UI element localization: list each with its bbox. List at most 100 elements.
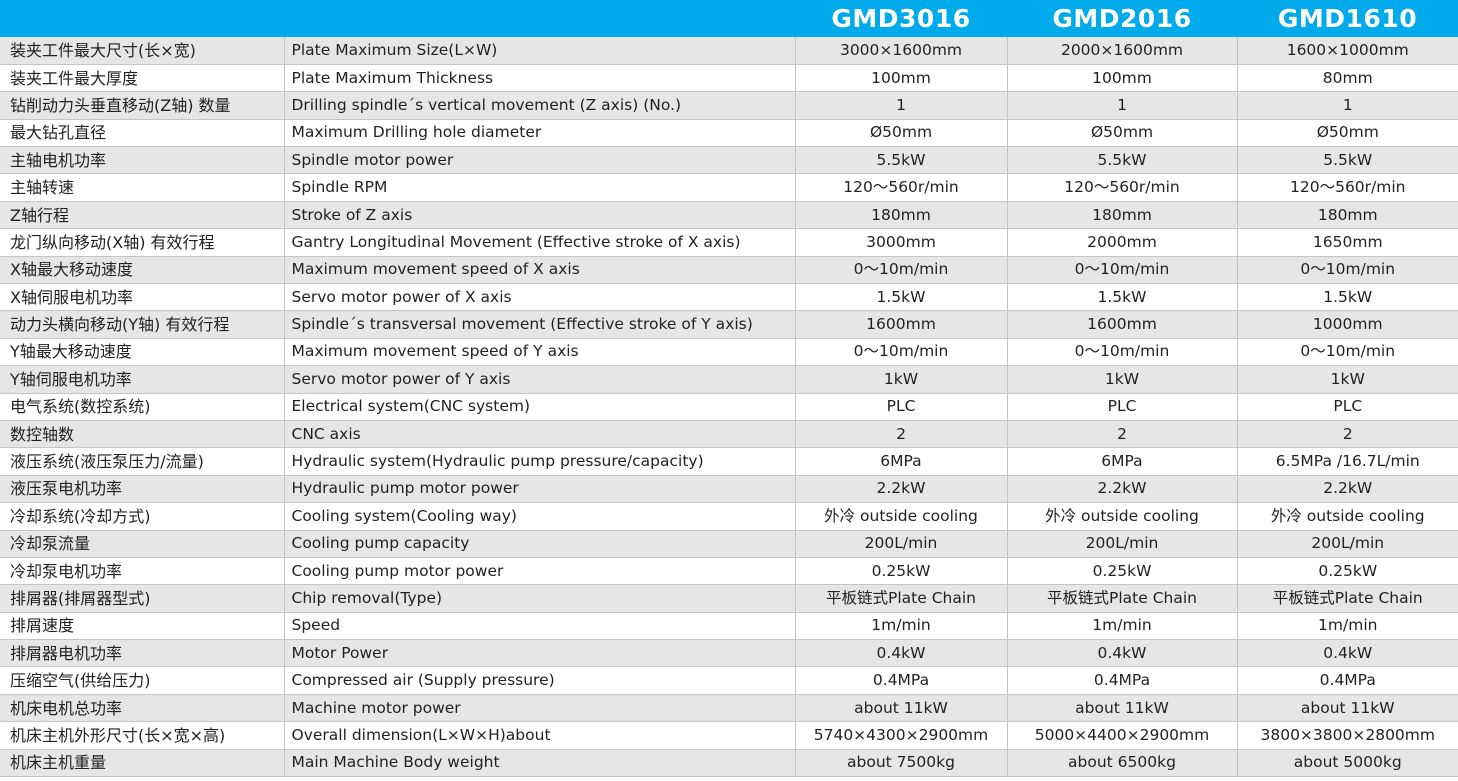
param-value: 0.25kW (795, 557, 1008, 586)
param-name-cn: 机床主机外形尺寸(长×宽×高) (0, 721, 285, 750)
model-header: GMD1610 (1277, 4, 1418, 33)
param-value: 1 (1007, 91, 1238, 120)
param-name-cn: 数控轴数 (0, 420, 285, 449)
param-name-en: Plate Maximum Size(L×W) (284, 37, 796, 65)
table-row: 机床主机重量 Main Machine Body weight about 7500… (0, 749, 1458, 778)
table-row: 最大钻孔直径 Maximum Drilling hole diameter Ø50m… (0, 119, 1458, 148)
param-value: 0～10m/min (1007, 256, 1238, 285)
param-name-en: Servo motor power of Y axis (284, 365, 796, 394)
param-value: about 7500kg (795, 749, 1008, 778)
table-row: 排屑器(排屑器型式) Chip removal(Type) 平板链式Plate Ch… (0, 584, 1458, 613)
param-value: 2000mm (1007, 228, 1238, 257)
table-row: 排屑速度 Speed 1m/min 1m/min 1m/min (0, 612, 1458, 641)
param-value: about 11kW (1237, 694, 1458, 723)
param-value: 3800×3800×2800mm (1237, 721, 1458, 750)
param-value: 180mm (1007, 201, 1238, 230)
param-value: 1600×1000mm (1237, 37, 1458, 65)
param-value: 1.5kW (1237, 283, 1458, 312)
param-value: 3000mm (795, 228, 1008, 257)
param-name-en: Gantry Longitudinal Movement (Effective … (284, 228, 796, 257)
param-name-en: Spindle RPM (284, 173, 796, 202)
model-header: GMD2016 (1052, 4, 1192, 33)
param-value: 0.4kW (795, 639, 1008, 668)
param-value: 5000×4400×2900mm (1007, 721, 1238, 750)
param-name-cn: Y轴最大移动速度 (0, 338, 285, 367)
param-value: 200L/min (795, 530, 1008, 558)
param-name-en: Drilling spindle´s vertical movement (Z … (284, 91, 796, 120)
param-name-en: Maximum Drilling hole diameter (284, 119, 796, 148)
param-name-cn: Y轴伺服电机功率 (0, 365, 285, 394)
table-row: 数控轴数 CNC axis 2 2 2 (0, 420, 1458, 449)
param-name-cn: 排屑器电机功率 (0, 639, 285, 668)
table-row: 冷却泵流量 Cooling pump capacity 200L/min 200L/m… (0, 530, 1458, 558)
param-value: 1 (1237, 91, 1458, 120)
param-name-en: Servo motor power of X axis (284, 283, 796, 312)
param-name-cn: 最大钻孔直径 (0, 119, 285, 148)
table-row: Y轴伺服电机功率 Servo motor power of Y axis 1kW 1k… (0, 365, 1458, 394)
param-value: 1m/min (1007, 612, 1238, 641)
param-value: 120～560r/min (795, 173, 1008, 202)
param-value: 180mm (795, 201, 1008, 230)
table-row: X轴最大移动速度 Maximum movement speed of X axis… (0, 256, 1458, 285)
param-value: 0.4kW (1007, 639, 1238, 668)
table-row: Y轴最大移动速度 Maximum movement speed of Y axis… (0, 338, 1458, 367)
param-value: 2.2kW (1237, 475, 1458, 504)
param-name-cn: X轴伺服电机功率 (0, 283, 285, 312)
param-value: 2 (795, 420, 1008, 449)
param-value: 2 (1007, 420, 1238, 449)
param-name-cn: 钻削动力头垂直移动(Z轴) 数量 (0, 91, 285, 120)
param-value: 1kW (795, 365, 1008, 394)
param-name-en: Chip removal(Type) (284, 584, 796, 613)
param-name-en: Hydraulic system(Hydraulic pump pressure… (284, 447, 796, 476)
table-row: 电气系统(数控系统) Electrical system(CNC system) P… (0, 393, 1458, 421)
param-name-cn: 机床主机重量 (0, 749, 285, 778)
param-name-cn: 装夹工件最大厚度 (0, 64, 285, 93)
param-value: PLC (1007, 393, 1238, 421)
param-name-en: Hydraulic pump motor power (284, 475, 796, 504)
param-name-cn: 电气系统(数控系统) (0, 393, 285, 421)
param-value: 1kW (1237, 365, 1458, 394)
param-name-cn: 龙门纵向移动(X轴) 有效行程 (0, 228, 285, 257)
param-name-cn: X轴最大移动速度 (0, 256, 285, 285)
param-name-en: Motor Power (284, 639, 796, 668)
param-name-en: Cooling pump motor power (284, 557, 796, 586)
param-name-cn: 动力头横向移动(Y轴) 有效行程 (0, 310, 285, 339)
param-value: about 6500kg (1007, 749, 1238, 778)
table-row: 机床主机外形尺寸(长×宽×高) Overall dimension(L×W×H)a… (0, 721, 1458, 750)
table-row: 冷却泵电机功率 Cooling pump motor power 0.25kW 0.2… (0, 557, 1458, 586)
param-name-cn: 冷却泵流量 (0, 530, 285, 558)
param-name-en: Plate Maximum Thickness (284, 64, 796, 93)
param-value: PLC (795, 393, 1008, 421)
param-value: 5.5kW (1007, 146, 1238, 175)
param-name-en: Speed (284, 612, 796, 641)
param-value: 3000×1600mm (795, 37, 1008, 65)
param-name-en: Stroke of Z axis (284, 201, 796, 230)
param-name-en: Spindle´s transversal movement (Effectiv… (284, 310, 796, 339)
table-row: 装夹工件最大厚度 Plate Maximum Thickness 100mm 100m… (0, 64, 1458, 93)
param-value: 120～560r/min (1237, 173, 1458, 202)
param-value: 0～10m/min (795, 338, 1008, 367)
param-value: 200L/min (1237, 530, 1458, 558)
param-value: 80mm (1237, 64, 1458, 93)
table-row: 装夹工件最大尺寸(长×宽) Plate Maximum Size(L×W) 3000… (0, 37, 1458, 65)
param-name-en: Spindle motor power (284, 146, 796, 175)
param-value: 2.2kW (1007, 475, 1238, 504)
param-value: 0.25kW (1237, 557, 1458, 586)
param-name-en: Main Machine Body weight (284, 749, 796, 778)
param-name-en: CNC axis (284, 420, 796, 449)
param-name-cn: 冷却系统(冷却方式) (0, 502, 285, 531)
param-value: 1000mm (1237, 310, 1458, 339)
param-value: 外冷 outside cooling (795, 502, 1008, 531)
param-name-cn: 机床电机总功率 (0, 694, 285, 723)
param-value: 1600mm (795, 310, 1008, 339)
param-value: 200L/min (1007, 530, 1238, 558)
param-value: 平板链式Plate Chain (1007, 584, 1238, 613)
param-value: about 5000kg (1237, 749, 1458, 778)
param-name-en: Maximum movement speed of X axis (284, 256, 796, 285)
param-value: 6MPa (795, 447, 1008, 476)
table-row: X轴伺服电机功率 Servo motor power of X axis 1.5kW… (0, 283, 1458, 312)
param-value: PLC (1237, 393, 1458, 421)
param-name-en: Machine motor power (284, 694, 796, 723)
table-row: 液压系统(液压泵压力/流量) Hydraulic system(Hydraulic… (0, 447, 1458, 476)
param-name-cn: Z轴行程 (0, 201, 285, 230)
